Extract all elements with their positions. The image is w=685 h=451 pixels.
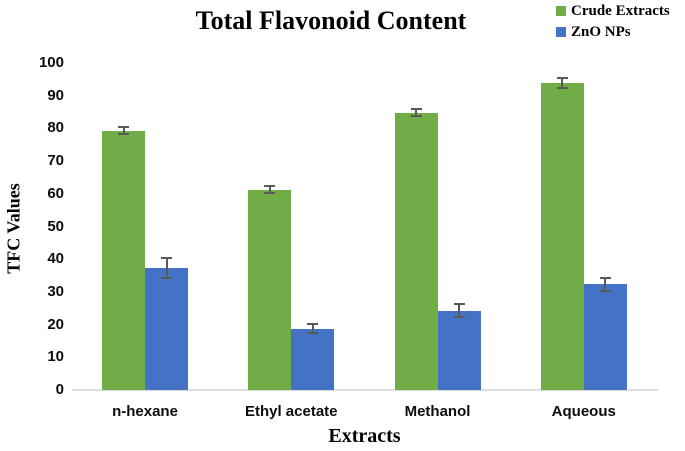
category-label: Methanol (404, 403, 471, 420)
error-bar-whisker (165, 258, 168, 278)
bar-crude-extracts (248, 189, 292, 390)
y-tick-label: 50 (47, 217, 64, 235)
legend: Crude Extracts ZnO NPs (556, 1, 670, 43)
category-label: Ethyl acetate (244, 403, 338, 420)
error-bar-whisker (561, 78, 564, 89)
error-bar-whisker (122, 127, 125, 134)
y-tick-label: 80 (47, 119, 64, 137)
error-bar-whisker (415, 109, 418, 116)
error-bar-cap (307, 332, 319, 335)
y-tick-label: 10 (47, 348, 64, 366)
bar-zno-nps (437, 310, 481, 390)
x-axis-baseline (72, 389, 658, 391)
error-bar-cap (453, 316, 465, 319)
error-bar-cap (307, 322, 319, 325)
bar-crude-extracts (102, 130, 146, 390)
bar-zno-nps (291, 328, 335, 390)
legend-label: ZnO NPs (571, 23, 631, 40)
error-bar-cap (161, 276, 173, 279)
error-bar-cap (556, 87, 568, 90)
error-bar-cap (161, 257, 173, 260)
category-label: n-hexane (112, 403, 178, 420)
legend-entry: Crude Extracts (556, 1, 670, 21)
error-bar-cap (556, 77, 568, 80)
error-bar-cap (599, 276, 611, 279)
legend-entry: ZnO NPs (556, 22, 670, 42)
y-tick-label: 100 (38, 54, 64, 71)
y-tick-label: 20 (47, 315, 64, 333)
error-bar-cap (264, 185, 276, 188)
error-bar-cap (118, 126, 130, 129)
bar-crude-extracts (540, 83, 584, 390)
y-tick-label: 60 (47, 184, 64, 202)
legend-swatch (556, 6, 566, 16)
category-label: Aqueous (551, 403, 616, 420)
bar-crude-extracts (394, 112, 438, 390)
error-bar-cap (118, 132, 130, 135)
y-tick-label: 40 (47, 250, 64, 268)
chart-title: Total Flavonoid Content (195, 6, 467, 35)
y-tick-label: 0 (55, 381, 64, 398)
error-bar-whisker (458, 303, 461, 318)
error-bar-cap (453, 302, 465, 305)
error-bar-whisker (311, 323, 314, 334)
error-bar-cap (410, 114, 422, 117)
bar-zno-nps (145, 268, 189, 390)
legend-label: Crude Extracts (571, 2, 670, 19)
legend-swatch (556, 27, 566, 37)
y-tick-label: 70 (47, 152, 64, 170)
error-bar-cap (264, 191, 276, 194)
bar-zno-nps (583, 284, 627, 390)
y-tick-label: 30 (47, 282, 64, 300)
x-axis-title: Extracts (328, 425, 401, 447)
error-bar-cap (599, 289, 611, 292)
error-bar-whisker (268, 186, 271, 193)
y-tick-label: 90 (47, 86, 64, 104)
error-bar-whisker (604, 277, 607, 291)
error-bar-cap (410, 108, 422, 111)
